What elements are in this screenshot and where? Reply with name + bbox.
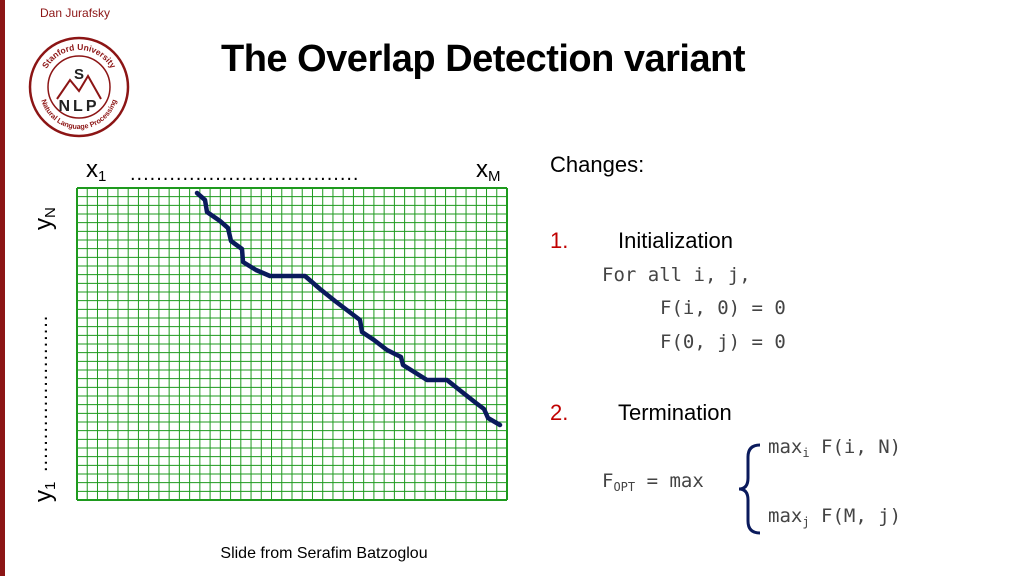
svg-text:NLP: NLP: [59, 98, 100, 115]
item1-label: Initialization: [618, 228, 733, 253]
svg-text:S: S: [74, 66, 84, 83]
author-name: Dan Jurafsky: [40, 6, 111, 20]
x-end-label: xM: [476, 156, 501, 185]
y-axis-dots: ........................: [30, 314, 52, 472]
left-accent-bar: [0, 0, 5, 576]
item2-number: 2.: [550, 400, 569, 425]
x-axis-dots: ...................................: [130, 163, 360, 185]
left-brace-icon: [738, 443, 761, 535]
init-line-2: F(i, 0) = 0: [660, 297, 786, 319]
term-max-j: maxj F(M, j): [768, 505, 902, 529]
x-start-label: x1: [86, 156, 107, 185]
alignment-path: [194, 190, 503, 428]
term-max-i: maxi F(i, N): [768, 436, 902, 460]
init-line-3: F(0, j) = 0: [660, 331, 786, 353]
item1-number: 1.: [550, 228, 569, 253]
item2-label: Termination: [618, 400, 732, 425]
slide-credit: Slide from Serafim Batzoglou: [220, 545, 428, 562]
y-end-label: yN: [30, 207, 59, 230]
y-start-label: y1: [30, 481, 59, 502]
changes-label: Changes:: [550, 152, 645, 177]
stanford-nlp-logo-icon: Stanford University Natural Language Pro…: [28, 36, 130, 138]
init-line-1: For all i, j,: [602, 264, 751, 286]
slide-title: The Overlap Detection variant: [221, 38, 746, 80]
term-fopt: FOPT = max: [602, 470, 704, 494]
dp-grid: [76, 187, 508, 501]
